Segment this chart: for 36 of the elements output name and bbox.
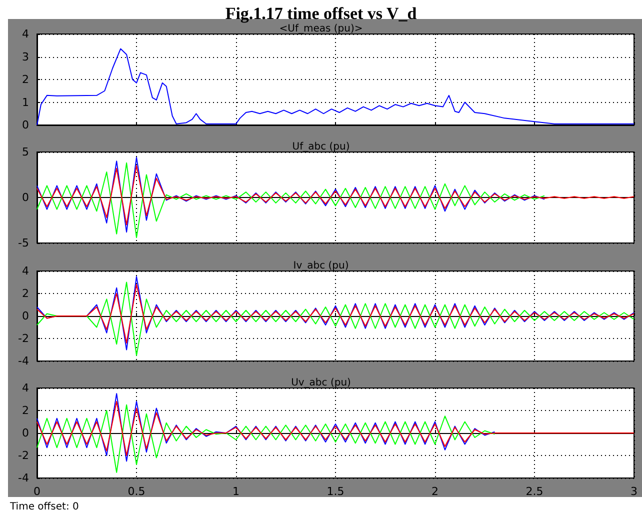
line-series bbox=[36, 401, 634, 456]
chart-subtitle: <Uf_meas (pu)> bbox=[279, 24, 363, 34]
x-tick-label: 0.5 bbox=[128, 485, 146, 498]
line-series bbox=[36, 284, 634, 344]
y-tick-label: 0 bbox=[22, 426, 29, 440]
chart-title: Iv_abc (pu) bbox=[293, 260, 349, 272]
y-tick-label: -5 bbox=[18, 236, 29, 250]
x-tick-label: 3 bbox=[630, 485, 638, 498]
y-tick-label: 2 bbox=[22, 73, 29, 86]
line-series bbox=[36, 165, 634, 226]
y-tick-label: -2 bbox=[18, 332, 29, 345]
y-tick-label: -4 bbox=[18, 354, 29, 368]
y-tick-label: 4 bbox=[22, 28, 29, 40]
text: Time offset: 0 bbox=[9, 502, 79, 512]
chart-title: Uv_abc (pu) bbox=[291, 378, 352, 388]
y-tick-label: 0 bbox=[22, 118, 29, 132]
line-series bbox=[36, 393, 496, 462]
y-tick-label: 3 bbox=[22, 50, 29, 64]
x-tick-label: 0 bbox=[34, 485, 40, 498]
y-tick-label: 0 bbox=[22, 310, 29, 322]
x-tick-label: 1.5 bbox=[326, 485, 344, 498]
line-series bbox=[36, 404, 496, 473]
x-tick-label: 2.5 bbox=[526, 485, 544, 498]
y-tick-label: 5 bbox=[22, 146, 29, 158]
y-tick-label: 2 bbox=[22, 404, 29, 417]
y-tick-label: 0 bbox=[22, 191, 29, 204]
y-tick-label: 1 bbox=[22, 96, 29, 109]
x-tick-label: 1 bbox=[232, 485, 240, 498]
y-tick-label: 4 bbox=[22, 382, 29, 394]
y-tick-label: 4 bbox=[22, 264, 29, 278]
chart-title: Uf_abc (pu) bbox=[292, 142, 350, 152]
y-tick-label: -2 bbox=[18, 449, 29, 462]
chart-title: Fig.1.17 time offset vs V_d bbox=[225, 4, 418, 23]
y-tick-label: 2 bbox=[22, 287, 29, 300]
y-tick-label: -4 bbox=[18, 472, 29, 484]
x-tick-label: 2 bbox=[432, 485, 438, 498]
